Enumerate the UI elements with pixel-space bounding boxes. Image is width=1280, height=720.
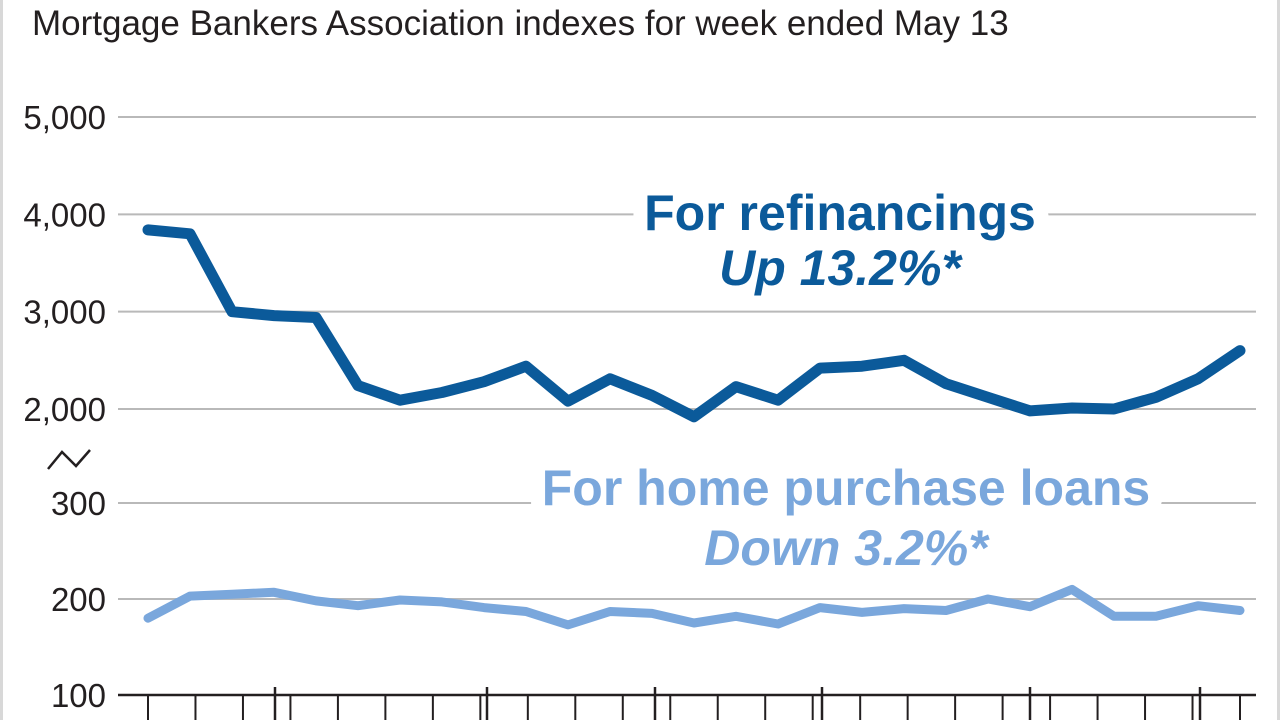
y-tick-label-lower: 200 xyxy=(51,581,106,618)
y-tick-label-upper: 3,000 xyxy=(23,294,106,331)
chart-title: Mortgage Bankers Association indexes for… xyxy=(32,4,1009,43)
series-label-home-purchase: For home purchase loans xyxy=(542,460,1150,516)
series-line-home-purchase xyxy=(143,584,1245,630)
series-line-refinancings xyxy=(142,224,1246,423)
y-tick-label-lower: 100 xyxy=(51,677,106,714)
y-tick-label-upper: 5,000 xyxy=(23,99,106,136)
y-tick-label-upper: 2,000 xyxy=(23,391,106,428)
axis-break-symbol xyxy=(47,449,91,470)
series-change-home-purchase: Down 3.2%* xyxy=(704,520,990,576)
y-tick-label-lower: 300 xyxy=(51,485,106,522)
series-change-refinancings: Up 13.2%* xyxy=(719,240,963,296)
y-tick-label-upper: 4,000 xyxy=(23,196,106,233)
series-label-refinancings: For refinancings xyxy=(644,185,1036,241)
